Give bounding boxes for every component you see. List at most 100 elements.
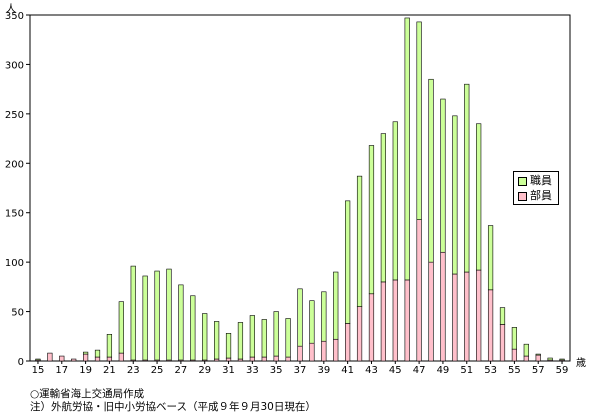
x-tick-label: 55 [508, 365, 521, 376]
bar-staff [440, 98, 446, 253]
bar-crew [261, 356, 267, 362]
bar-staff [83, 351, 89, 355]
bar-staff [345, 200, 351, 324]
bar-staff [297, 288, 303, 347]
x-tick-label: 27 [175, 365, 188, 376]
bar-staff [559, 358, 565, 361]
bar-staff [404, 17, 410, 281]
bar-crew [440, 251, 446, 362]
y-tick-label: 100 [5, 258, 24, 269]
bar-staff [416, 21, 422, 220]
bar-staff [511, 327, 517, 350]
x-tick-label: 47 [413, 365, 426, 376]
bar-crew [71, 358, 77, 362]
x-tick-label: 59 [556, 365, 569, 376]
x-tick-label: 17 [55, 365, 68, 376]
bar-staff [261, 319, 267, 358]
bar-staff [452, 115, 458, 275]
bar-crew [380, 281, 386, 362]
y-tick-label: 350 [5, 11, 24, 22]
bar-staff [202, 313, 208, 361]
x-tick-label: 41 [341, 365, 354, 376]
legend-swatch-staff [518, 176, 527, 186]
bar-crew [47, 352, 53, 362]
x-tick-label: 29 [198, 365, 211, 376]
bar-crew [535, 354, 541, 362]
bar-crew [392, 279, 398, 362]
bar-staff [321, 291, 327, 342]
x-unit-label: 歳 [576, 357, 586, 369]
bar-staff [178, 284, 184, 361]
legend-label-staff: 職員 [530, 174, 552, 187]
bar-staff [225, 333, 232, 359]
x-tick-label: 33 [246, 365, 259, 376]
bar-staff [535, 353, 541, 356]
x-tick-label: 23 [127, 365, 140, 376]
y-tick-label: 150 [5, 209, 24, 220]
x-tick-label: 45 [389, 365, 402, 376]
y-tick-label: 300 [5, 60, 24, 71]
bar-staff [118, 301, 124, 354]
bar-crew [487, 289, 494, 362]
x-tick-label: 39 [317, 365, 330, 376]
bar-crew [499, 324, 506, 362]
bar-crew [428, 261, 434, 362]
bar-crew [368, 293, 375, 362]
legend: 職員 部員 [513, 171, 559, 205]
bar-crew [511, 348, 517, 362]
bar-staff [499, 307, 506, 325]
x-tick-label: 57 [532, 365, 545, 376]
bar-staff [356, 175, 363, 307]
bar-crew [356, 306, 363, 362]
bar-crew [59, 355, 65, 362]
source-note: ○運輸省海上交通局作成 [30, 388, 145, 400]
bar-crew [285, 356, 291, 362]
x-axis: 15 17 19 21 23 25 27 29 31 33 35 37 39 41 43 45 47 49 51 53… [32, 361, 569, 376]
bar-staff [547, 357, 553, 361]
bar-crew [118, 352, 124, 362]
bar-staff [368, 145, 375, 295]
bar-crew [333, 338, 339, 362]
bar-staff [190, 295, 196, 361]
bar-staff [285, 318, 291, 358]
legend-label-crew: 部員 [530, 189, 552, 202]
bar-crew [83, 353, 89, 362]
bar-staff [487, 225, 494, 291]
bar-crew [225, 357, 232, 362]
bar-staff [237, 322, 244, 360]
x-tick-label: 43 [365, 365, 378, 376]
bar-crew [106, 356, 113, 362]
x-tick-label: 51 [460, 365, 473, 376]
bar-staff [380, 133, 386, 283]
legend-item-staff: 職員 [518, 175, 552, 187]
y-tick-label: 250 [5, 110, 24, 121]
y-tick-label: 50 [11, 308, 24, 319]
y-tick-label: 0 [18, 357, 24, 368]
x-tick-label: 19 [79, 365, 92, 376]
legend-item-crew: 部員 [518, 190, 552, 202]
bar-staff [154, 270, 160, 361]
bar-staff [428, 78, 434, 263]
y-unit-label: 人 [6, 3, 16, 15]
y-axis: 0 50 100 150 200 250 300 350 [5, 11, 30, 368]
bar-staff [249, 315, 255, 358]
bar-crew [321, 340, 327, 362]
bar-crew [249, 356, 255, 362]
legend-swatch-crew [518, 191, 527, 201]
x-tick-label: 31 [222, 365, 235, 376]
x-tick-label: 15 [32, 365, 45, 376]
bar-staff [142, 275, 148, 361]
bar-staff [523, 343, 529, 357]
bar-staff [35, 358, 41, 361]
x-tick-label: 37 [294, 365, 307, 376]
bar-staff [214, 321, 220, 360]
x-tick-label: 35 [270, 365, 283, 376]
x-tick-label: 21 [103, 365, 116, 376]
bar-staff [106, 334, 113, 358]
y-tick-label: 200 [5, 159, 24, 170]
bar-crew [297, 345, 303, 362]
x-tick-label: 25 [151, 365, 164, 376]
bar-crew [416, 219, 422, 362]
bar-crew [464, 271, 470, 362]
